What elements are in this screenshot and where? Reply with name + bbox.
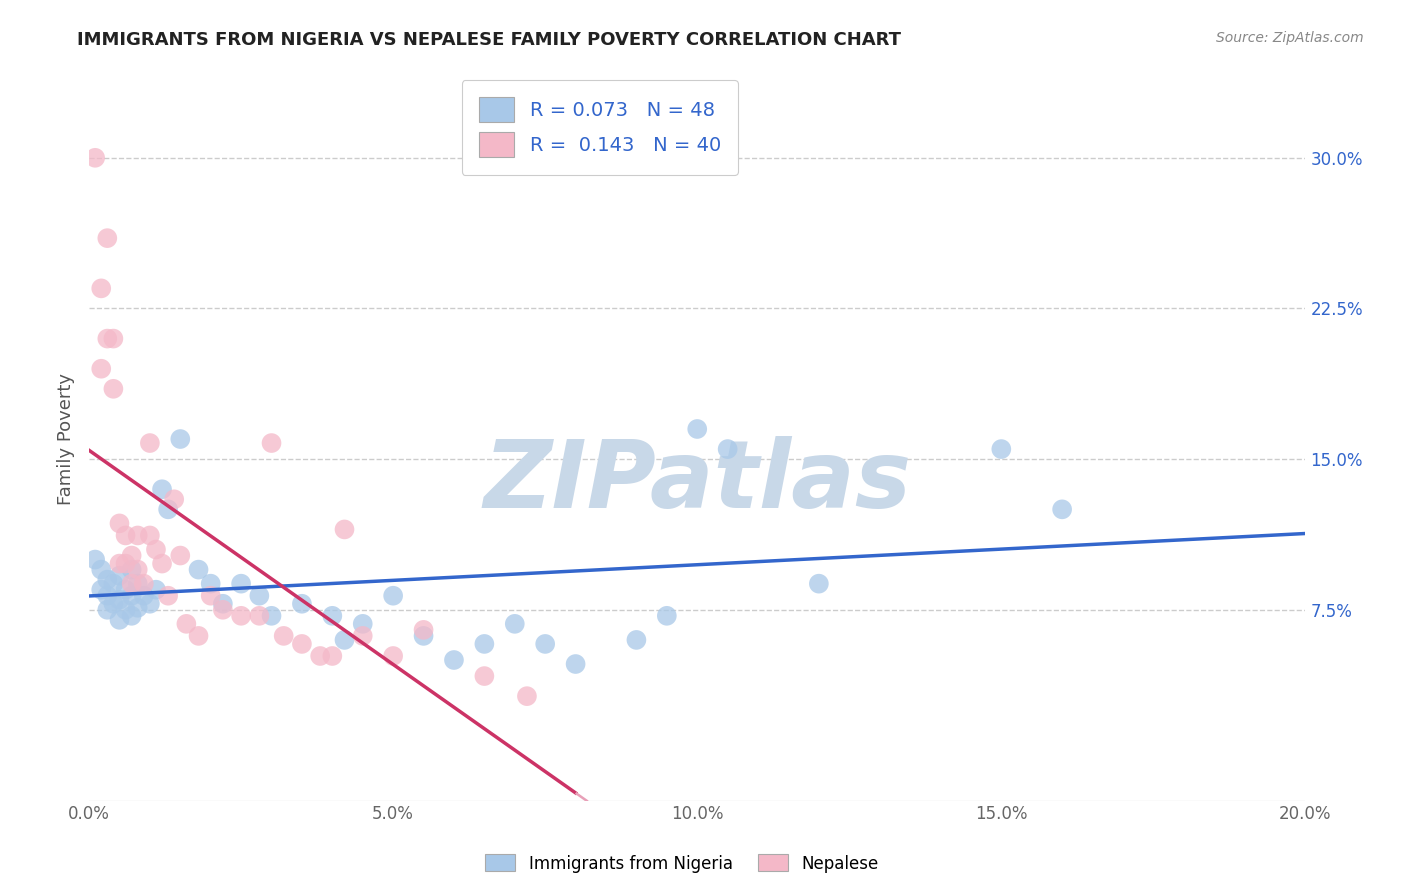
- Point: [273, 629, 295, 643]
- Point: [84, 151, 107, 165]
- Point: [352, 629, 374, 643]
- Point: [108, 613, 131, 627]
- Text: ZIPatlas: ZIPatlas: [484, 436, 911, 528]
- Point: [247, 608, 270, 623]
- Point: [145, 582, 167, 597]
- Point: [169, 432, 191, 446]
- Point: [717, 442, 740, 456]
- Point: [412, 623, 434, 637]
- Point: [108, 592, 131, 607]
- Point: [229, 576, 252, 591]
- Point: [503, 616, 526, 631]
- Point: [103, 382, 125, 396]
- Point: [686, 422, 709, 436]
- Legend: Immigrants from Nigeria, Nepalese: Immigrants from Nigeria, Nepalese: [479, 847, 884, 880]
- Point: [150, 557, 173, 571]
- Point: [157, 502, 180, 516]
- Point: [114, 582, 136, 597]
- Point: [139, 436, 162, 450]
- Point: [108, 557, 131, 571]
- Point: [127, 563, 149, 577]
- Point: [176, 616, 198, 631]
- Point: [212, 597, 235, 611]
- Point: [96, 573, 118, 587]
- Point: [96, 603, 118, 617]
- Text: IMMIGRANTS FROM NIGERIA VS NEPALESE FAMILY POVERTY CORRELATION CHART: IMMIGRANTS FROM NIGERIA VS NEPALESE FAMI…: [77, 31, 901, 49]
- Point: [121, 608, 143, 623]
- Text: Source: ZipAtlas.com: Source: ZipAtlas.com: [1216, 31, 1364, 45]
- Point: [260, 436, 283, 450]
- Point: [103, 597, 125, 611]
- Point: [516, 689, 538, 703]
- Point: [260, 608, 283, 623]
- Point: [626, 632, 648, 647]
- Point: [103, 576, 125, 591]
- Point: [1050, 502, 1073, 516]
- Point: [321, 648, 343, 663]
- Point: [96, 332, 118, 346]
- Y-axis label: Family Poverty: Family Poverty: [58, 373, 75, 505]
- Point: [443, 653, 465, 667]
- Point: [291, 597, 314, 611]
- Point: [990, 442, 1012, 456]
- Point: [169, 549, 191, 563]
- Point: [474, 669, 496, 683]
- Point: [96, 231, 118, 245]
- Point: [145, 542, 167, 557]
- Point: [291, 637, 314, 651]
- Point: [309, 648, 332, 663]
- Point: [163, 492, 186, 507]
- Point: [412, 629, 434, 643]
- Point: [84, 552, 107, 566]
- Point: [157, 589, 180, 603]
- Point: [127, 600, 149, 615]
- Point: [229, 608, 252, 623]
- Point: [333, 523, 356, 537]
- Point: [139, 528, 162, 542]
- Point: [132, 576, 155, 591]
- Point: [90, 361, 112, 376]
- Point: [564, 657, 586, 671]
- Point: [90, 281, 112, 295]
- Point: [150, 482, 173, 496]
- Point: [121, 563, 143, 577]
- Point: [121, 576, 143, 591]
- Point: [114, 557, 136, 571]
- Point: [96, 589, 118, 603]
- Point: [321, 608, 343, 623]
- Point: [90, 563, 112, 577]
- Point: [807, 576, 830, 591]
- Point: [139, 597, 162, 611]
- Point: [187, 629, 209, 643]
- Point: [103, 332, 125, 346]
- Point: [200, 576, 222, 591]
- Point: [534, 637, 557, 651]
- Point: [121, 589, 143, 603]
- Point: [114, 528, 136, 542]
- Point: [90, 582, 112, 597]
- Point: [108, 516, 131, 531]
- Point: [127, 576, 149, 591]
- Point: [333, 632, 356, 647]
- Point: [352, 616, 374, 631]
- Point: [247, 589, 270, 603]
- Point: [114, 603, 136, 617]
- Legend: R = 0.073   N = 48, R =  0.143   N = 40: R = 0.073 N = 48, R = 0.143 N = 40: [461, 80, 738, 175]
- Point: [655, 608, 678, 623]
- Point: [382, 589, 405, 603]
- Point: [127, 528, 149, 542]
- Point: [474, 637, 496, 651]
- Point: [382, 648, 405, 663]
- Point: [121, 549, 143, 563]
- Point: [212, 603, 235, 617]
- Point: [200, 589, 222, 603]
- Point: [108, 568, 131, 582]
- Point: [132, 589, 155, 603]
- Point: [187, 563, 209, 577]
